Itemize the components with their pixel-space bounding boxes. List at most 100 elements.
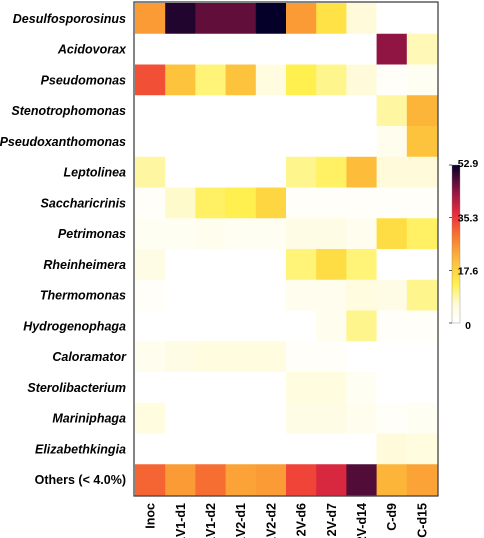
- heatmap-cell: [286, 156, 317, 188]
- heatmap-cell: [316, 310, 347, 342]
- heatmap-cell: [286, 64, 317, 96]
- heatmap-cell: [346, 279, 377, 311]
- heatmap-cell: [406, 187, 438, 219]
- heatmap-cell: [165, 187, 196, 219]
- row-label: Desulfosporosinus: [13, 12, 126, 26]
- heatmap-cell: [286, 464, 317, 496]
- heatmap-cell: [225, 187, 257, 219]
- heatmap-cell: [316, 341, 347, 373]
- heatmap-cell: [406, 279, 438, 311]
- heatmap-cell: [286, 33, 317, 65]
- heatmap-cell: [316, 33, 347, 65]
- colorbar-tick-label: 52.9: [458, 158, 479, 170]
- heatmap-cell: [286, 433, 317, 465]
- heatmap-cell: [165, 341, 196, 373]
- heatmap-cell: [135, 187, 166, 219]
- heatmap-cell: [346, 310, 377, 342]
- heatmap-cell: [346, 33, 377, 65]
- heatmap-cell: [135, 218, 166, 250]
- heatmap-cell: [195, 341, 226, 373]
- heatmap-cell: [255, 33, 287, 65]
- row-label: Caloramator: [52, 350, 127, 364]
- heatmap-cell: [165, 372, 196, 404]
- heatmap-cell: [255, 402, 287, 434]
- heatmap-cell: [225, 3, 257, 35]
- heatmap-cell: [316, 249, 347, 281]
- heatmap-cell: [316, 64, 347, 96]
- heatmap-cell: [195, 126, 226, 158]
- heatmap-cell: [255, 64, 287, 96]
- column-label: 1V1-d2: [204, 503, 218, 538]
- heatmap-cell: [135, 126, 166, 158]
- colorbar-ticks: 52.9 35.3 17.6 0: [449, 158, 478, 332]
- heatmap-cell: [346, 156, 377, 188]
- heatmap-cell: [255, 464, 287, 496]
- heatmap-cell: [376, 279, 408, 311]
- heatmap-cell: [286, 187, 317, 219]
- heatmap-cell: [195, 218, 226, 250]
- row-label: Saccharicrinis: [41, 196, 127, 210]
- heatmap-cell: [346, 64, 377, 96]
- heatmap-cell: [406, 3, 438, 35]
- heatmap-cell: [255, 372, 287, 404]
- heatmap-cell: [135, 464, 166, 496]
- heatmap-cell: [165, 33, 196, 65]
- heatmap-cell: [376, 310, 408, 342]
- column-label: 2V-d6: [295, 503, 309, 536]
- heatmap-cell: [165, 156, 196, 188]
- row-labels: Desulfosporosinus Acidovorax Pseudomonas St…: [0, 12, 127, 487]
- heatmap-cell: [316, 218, 347, 250]
- heatmap-cell: [346, 464, 377, 496]
- heatmap-cell: [165, 433, 196, 465]
- heatmap-cell: [286, 95, 317, 127]
- column-label: 2V-d7: [325, 503, 339, 536]
- heatmap-cell: [225, 64, 257, 96]
- heatmap-cell: [346, 341, 377, 373]
- heatmap-cell: [135, 249, 166, 281]
- heatmap-cell: [376, 64, 408, 96]
- heatmap-cell: [316, 279, 347, 311]
- column-label: C-d9: [385, 503, 399, 531]
- heatmap-cell: [225, 279, 257, 311]
- column-label: 1V2-d1: [234, 503, 248, 538]
- heatmap-cell: [225, 218, 257, 250]
- plot-border: [133, 1, 439, 497]
- row-label: Rheinheimera: [43, 258, 126, 272]
- heatmap-cell: [406, 310, 438, 342]
- colorbar-tick-label: 35.3: [458, 213, 479, 225]
- heatmap-cell: [225, 249, 257, 281]
- heatmap-cell: [316, 126, 347, 158]
- heatmap-cell: [165, 64, 196, 96]
- heatmap-cell: [195, 187, 226, 219]
- heatmap-cell: [376, 3, 408, 35]
- heatmap-cell: [286, 402, 317, 434]
- heatmap-cell: [406, 33, 438, 65]
- heatmap-cell: [135, 64, 166, 96]
- heatmap-cell: [376, 372, 408, 404]
- heatmap-cell: [255, 218, 287, 250]
- row-label: Acidovorax: [57, 43, 127, 57]
- heatmap-cell: [165, 218, 196, 250]
- row-label: Pseudomonas: [41, 73, 126, 87]
- heatmap-cell: [195, 3, 226, 35]
- row-label: Hydrogenophaga: [23, 319, 126, 333]
- heatmap-cell: [135, 3, 166, 35]
- heatmap-cell: [286, 310, 317, 342]
- heatmap-cell: [406, 464, 438, 496]
- column-label: Inoc: [144, 503, 158, 529]
- heatmap-cell: [316, 402, 347, 434]
- heatmap-cell: [346, 95, 377, 127]
- heatmap-cell: [316, 464, 347, 496]
- heatmap-cell: [165, 126, 196, 158]
- column-label: 1V2-d2: [264, 503, 278, 538]
- column-label: 1V1-d1: [174, 503, 188, 538]
- heatmap-cell: [165, 402, 196, 434]
- heatmap-cell: [135, 156, 166, 188]
- heatmap-cell: [406, 126, 438, 158]
- heatmap-cell: [255, 95, 287, 127]
- heatmap-cell: [225, 433, 257, 465]
- heatmap-cell: [286, 279, 317, 311]
- heatmap-cell: [286, 341, 317, 373]
- heatmap-cell: [225, 402, 257, 434]
